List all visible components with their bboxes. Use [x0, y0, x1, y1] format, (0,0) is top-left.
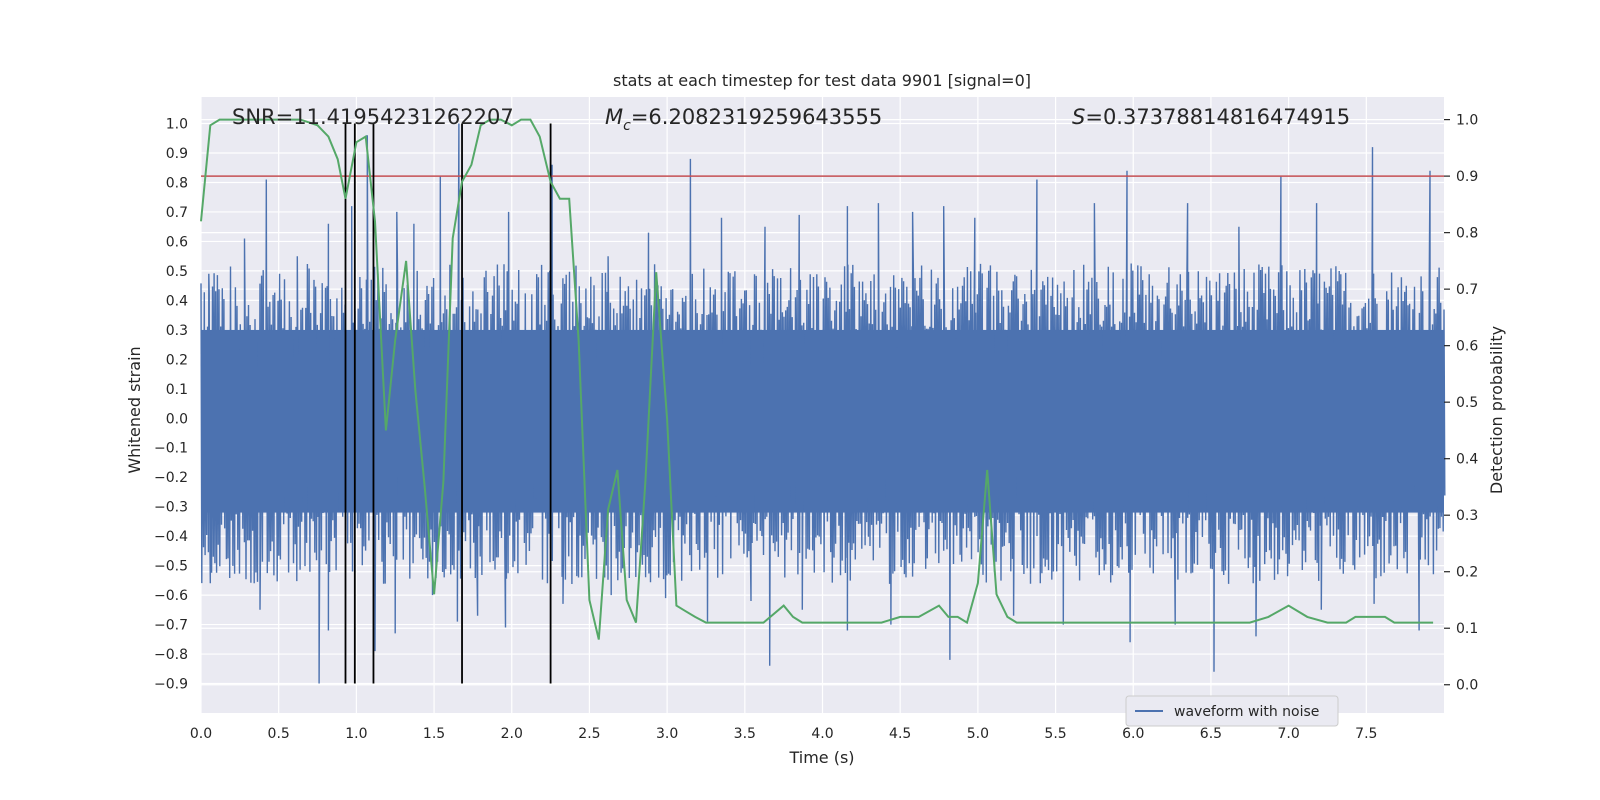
x-tick-label-3: 1.5 — [423, 726, 445, 742]
x-tick-label-14: 7.0 — [1277, 726, 1299, 742]
y-left-tick-label-0: −0.9 — [154, 677, 188, 693]
snr-annotation: SNR=11.41954231262207 — [232, 105, 514, 129]
y-right-tick-label-3: 0.3 — [1456, 508, 1478, 524]
y-right-tick-label-7: 0.7 — [1456, 282, 1478, 298]
y-right-tick-label-0: 0.0 — [1456, 678, 1478, 694]
waveform-line — [200, 123, 1446, 684]
s-symbol: S — [1072, 105, 1085, 129]
y-right-tick-label-1: 0.1 — [1456, 621, 1478, 637]
x-tick-label-12: 6.0 — [1122, 726, 1144, 742]
x-axis-ticks: 0.0 0.5 1.0 1.5 2.0 2.5 3.0 3.5 4.0 4.5 5.0 5.5 6.0 6… — [190, 726, 1378, 742]
x-tick-label-1: 0.5 — [268, 726, 290, 742]
y-axis-right-label: Detection probability — [1487, 326, 1506, 494]
y-left-tick-label-1: −0.8 — [154, 647, 188, 663]
probability-line — [200, 118, 1434, 640]
chart-title: stats at each timestep for test data 990… — [613, 71, 1031, 90]
y-left-tick-label-5: −0.4 — [154, 529, 188, 545]
y-left-tick-label-7: −0.2 — [154, 470, 188, 486]
x-tick-label-11: 5.5 — [1044, 726, 1066, 742]
x-tick-label-5: 2.5 — [578, 726, 600, 742]
waveform-series — [200, 123, 1446, 684]
y-left-tick-label-15: 0.6 — [166, 234, 188, 250]
detection-probability-series — [200, 118, 1434, 640]
x-tick-label-15: 7.5 — [1355, 726, 1377, 742]
y-left-tick-label-8: −0.1 — [154, 441, 188, 457]
y-left-tick-label-4: −0.5 — [154, 559, 188, 575]
y-axis-left-ticks: −0.9 −0.8 −0.7 −0.6 −0.5 −0.4 −0.3 −0.2 −0.1 0.0 0… — [154, 117, 188, 693]
s-annotation: S=0.37378814816474915 — [1072, 105, 1350, 129]
legend-label: waveform with noise — [1174, 704, 1319, 720]
y-left-tick-label-14: 0.5 — [166, 264, 188, 280]
x-tick-label-2: 1.0 — [345, 726, 367, 742]
y-right-tick-label-8: 0.8 — [1456, 226, 1478, 242]
y-right-tick-label-5: 0.5 — [1456, 395, 1478, 411]
x-tick-label-7: 3.5 — [734, 726, 756, 742]
x-tick-label-6: 3.0 — [656, 726, 678, 742]
y-left-tick-label-3: −0.6 — [154, 588, 188, 604]
y-right-tick-label-2: 0.2 — [1456, 565, 1478, 581]
y-left-tick-label-6: −0.3 — [154, 500, 188, 516]
y-left-tick-label-12: 0.3 — [166, 323, 188, 339]
y-right-tick-label-6: 0.6 — [1456, 339, 1478, 355]
y-left-tick-label-11: 0.2 — [166, 352, 188, 368]
x-tick-label-10: 5.0 — [967, 726, 989, 742]
x-tick-label-0: 0.0 — [190, 726, 212, 742]
y-right-tick-label-10: 1.0 — [1456, 113, 1478, 129]
x-tick-label-8: 4.0 — [811, 726, 833, 742]
y-right-tick-label-4: 0.4 — [1456, 452, 1478, 468]
y-axis-right-ticks: 0.0 0.1 0.2 0.3 0.4 0.5 0.6 0.7 0.8 0.9 1.0 — [1444, 113, 1478, 694]
vertical-lines — [344, 123, 552, 684]
y-left-tick-label-16: 0.7 — [166, 205, 188, 221]
legend: waveform with noise — [1125, 695, 1339, 727]
x-tick-label-13: 6.5 — [1200, 726, 1222, 742]
mc-symbol: M — [605, 105, 623, 129]
y-left-tick-label-18: 0.9 — [166, 146, 188, 162]
mc-subscript: c — [623, 118, 631, 134]
mc-value: =6.2082319259643555 — [631, 105, 882, 129]
legend-box — [1125, 695, 1339, 727]
y-left-tick-label-10: 0.1 — [166, 382, 188, 398]
x-tick-label-9: 4.5 — [889, 726, 911, 742]
y-left-tick-label-13: 0.4 — [166, 293, 188, 309]
y-right-tick-label-9: 0.9 — [1456, 169, 1478, 185]
y-left-tick-label-9: 0.0 — [166, 411, 188, 427]
y-axis-left-label: Whitened strain — [125, 346, 144, 473]
y-left-tick-label-2: −0.7 — [154, 618, 188, 634]
x-tick-label-4: 2.0 — [501, 726, 523, 742]
mc-annotation: Mc=6.2082319259643555 — [605, 105, 882, 134]
y-left-tick-label-17: 0.8 — [166, 175, 188, 191]
y-left-tick-label-19: 1.0 — [166, 117, 188, 133]
x-axis-label: Time (s) — [788, 748, 854, 767]
s-value: =0.37378814816474915 — [1085, 105, 1350, 129]
